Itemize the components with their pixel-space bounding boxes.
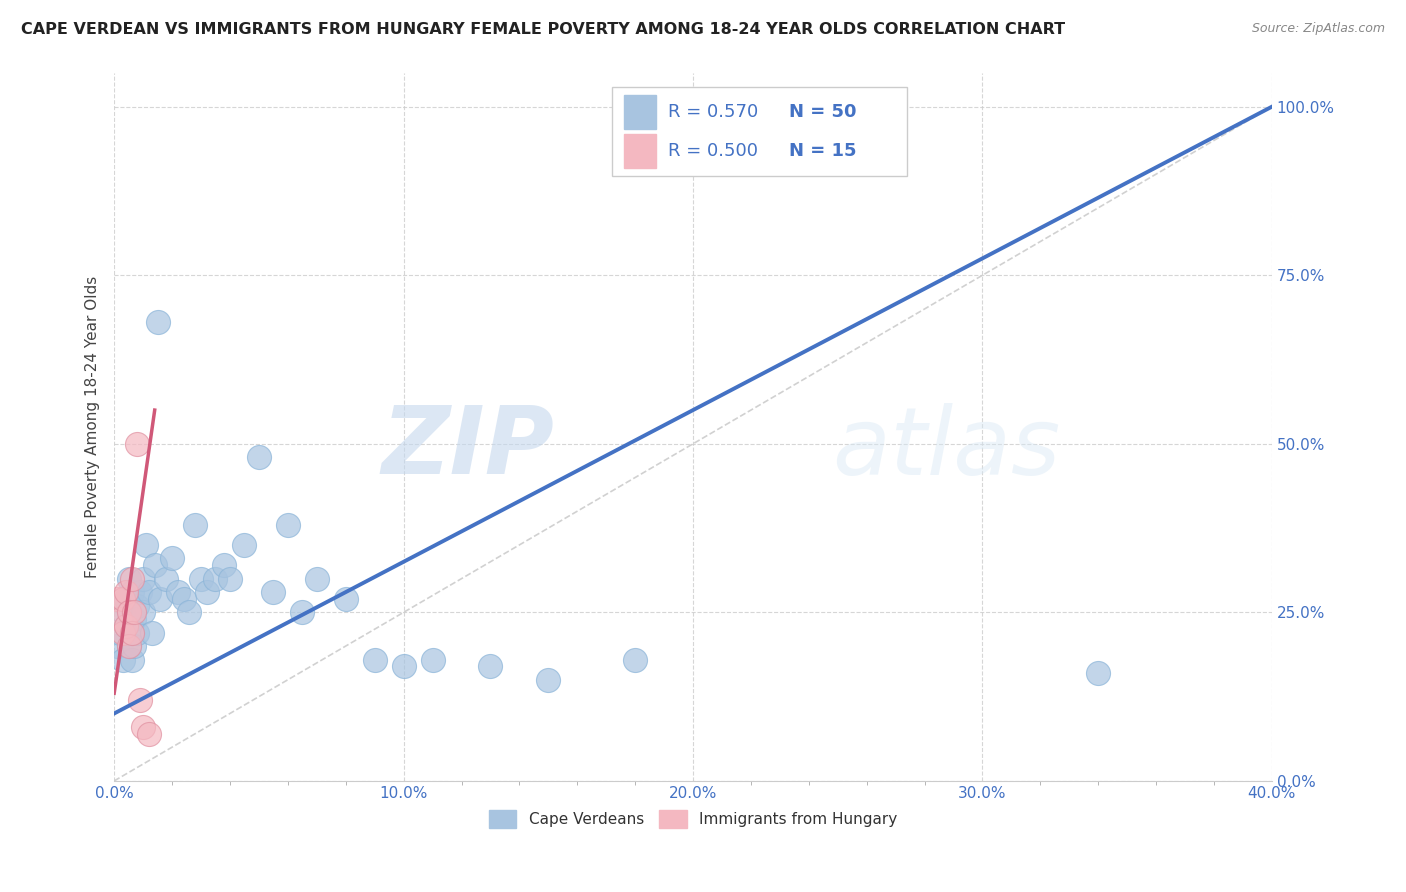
Point — [262, 585, 284, 599]
FancyBboxPatch shape — [624, 95, 657, 128]
Point — [184, 517, 207, 532]
Point — [135, 538, 157, 552]
FancyBboxPatch shape — [612, 87, 907, 176]
Point — [105, 591, 128, 606]
Point — [121, 585, 143, 599]
Point — [108, 625, 131, 640]
Y-axis label: Female Poverty Among 18-24 Year Olds: Female Poverty Among 18-24 Year Olds — [86, 276, 100, 578]
Text: N = 50: N = 50 — [789, 103, 856, 121]
Point — [179, 605, 201, 619]
Point — [537, 673, 560, 687]
Point — [111, 591, 134, 606]
Point — [141, 625, 163, 640]
Point — [146, 315, 169, 329]
Point — [479, 659, 502, 673]
Point — [111, 605, 134, 619]
Point — [129, 585, 152, 599]
Point — [132, 572, 155, 586]
Point — [149, 591, 172, 606]
Point — [363, 652, 385, 666]
Point — [1087, 666, 1109, 681]
Point — [155, 572, 177, 586]
Point — [138, 727, 160, 741]
Text: R = 0.500: R = 0.500 — [668, 142, 758, 160]
Point — [108, 612, 131, 626]
Point — [114, 619, 136, 633]
Text: atlas: atlas — [832, 402, 1060, 493]
Point — [247, 450, 270, 465]
Point — [219, 572, 242, 586]
Point — [624, 652, 647, 666]
Point — [173, 591, 195, 606]
Text: ZIP: ZIP — [381, 402, 554, 494]
Text: N = 15: N = 15 — [789, 142, 856, 160]
FancyBboxPatch shape — [624, 134, 657, 168]
Point — [118, 572, 141, 586]
Point — [160, 551, 183, 566]
Point — [124, 639, 146, 653]
Text: Source: ZipAtlas.com: Source: ZipAtlas.com — [1251, 22, 1385, 36]
Point — [121, 625, 143, 640]
Point — [121, 652, 143, 666]
Point — [291, 605, 314, 619]
Point — [118, 605, 141, 619]
Point — [127, 437, 149, 451]
Point — [305, 572, 328, 586]
Point — [392, 659, 415, 673]
Point — [111, 652, 134, 666]
Text: CAPE VERDEAN VS IMMIGRANTS FROM HUNGARY FEMALE POVERTY AMONG 18-24 YEAR OLDS COR: CAPE VERDEAN VS IMMIGRANTS FROM HUNGARY … — [21, 22, 1066, 37]
Point — [114, 585, 136, 599]
Point — [204, 572, 226, 586]
Text: R = 0.570: R = 0.570 — [668, 103, 758, 121]
Point — [335, 591, 357, 606]
Point — [422, 652, 444, 666]
Point — [118, 639, 141, 653]
Point — [121, 625, 143, 640]
Point — [118, 605, 141, 619]
Point — [124, 612, 146, 626]
Point — [114, 619, 136, 633]
Point — [118, 639, 141, 653]
Point — [143, 558, 166, 573]
Legend: Cape Verdeans, Immigrants from Hungary: Cape Verdeans, Immigrants from Hungary — [482, 804, 903, 834]
Point — [121, 572, 143, 586]
Point — [167, 585, 190, 599]
Point — [124, 605, 146, 619]
Point — [127, 599, 149, 613]
Point — [190, 572, 212, 586]
Point — [138, 585, 160, 599]
Point — [114, 591, 136, 606]
Point — [127, 625, 149, 640]
Point — [233, 538, 256, 552]
Point — [277, 517, 299, 532]
Point — [195, 585, 218, 599]
Point — [111, 625, 134, 640]
Point — [132, 720, 155, 734]
Point — [105, 639, 128, 653]
Point — [129, 693, 152, 707]
Point — [132, 605, 155, 619]
Point — [212, 558, 235, 573]
